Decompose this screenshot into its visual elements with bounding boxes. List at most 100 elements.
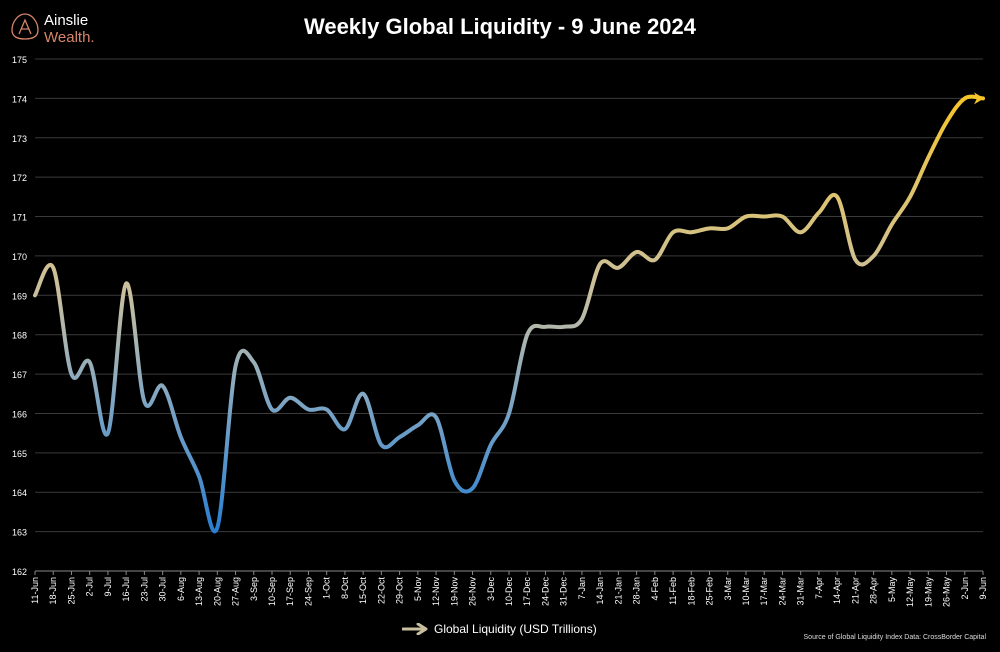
chart-title: Weekly Global Liquidity - 9 June 2024 <box>303 14 697 39</box>
data-point-17-Dec <box>525 333 529 337</box>
x-tick-label: 20-Aug <box>212 577 222 606</box>
x-tick-label: 31-Mar <box>796 577 806 606</box>
data-point-27-Aug <box>234 364 238 368</box>
data-point-16-Jul <box>124 281 128 285</box>
x-tick-label: 30-Jul <box>158 577 168 602</box>
x-tick-label: 9-Jun <box>978 577 988 600</box>
y-tick-label: 165 <box>12 449 27 459</box>
y-tick-label: 162 <box>12 567 27 577</box>
data-point-2-Jun <box>963 96 967 100</box>
y-tick-label: 170 <box>12 252 27 262</box>
x-tick-label: 16-Jul <box>121 577 131 602</box>
data-point-13-Aug <box>197 474 201 478</box>
x-tick-label: 4-Feb <box>650 577 660 601</box>
x-tick-label: 22-Oct <box>376 577 386 605</box>
x-tick-label: 12-Nov <box>431 577 441 607</box>
legend-arrow-icon <box>402 623 428 635</box>
x-tick-label: 11-Feb <box>668 577 678 605</box>
data-point-28-Jan <box>635 250 639 254</box>
x-tick-label: 31-Dec <box>559 577 569 607</box>
x-tick-label: 15-Oct <box>358 577 368 605</box>
y-tick-label: 172 <box>12 173 27 183</box>
x-tick-label: 25-Feb <box>705 577 715 606</box>
data-point-18-Jun <box>51 266 55 270</box>
data-point-26-Nov <box>471 486 475 490</box>
logo-a-icon <box>11 13 39 40</box>
data-point-11-Jun <box>33 293 37 297</box>
x-tick-label: 3-Sep <box>249 577 259 601</box>
x-tick-label: 13-Aug <box>194 577 204 606</box>
data-point-20-Aug <box>215 526 219 530</box>
data-point-3-Dec <box>489 443 493 447</box>
x-tick-label: 17-Dec <box>522 577 532 607</box>
y-tick-label: 164 <box>12 488 27 498</box>
x-tick-label: 12-May <box>905 577 915 608</box>
y-tick-label: 166 <box>12 409 27 419</box>
x-tick-label: 14-Jan <box>595 577 605 605</box>
source-note: Source of Global Liquidity Index Data: C… <box>803 634 986 641</box>
y-tick-label: 173 <box>12 134 27 144</box>
data-point-5-Nov <box>416 423 420 427</box>
x-tick-label: 18-Jun <box>48 577 58 605</box>
data-point-24-Mar <box>780 215 784 219</box>
data-point-7-Apr <box>817 211 821 215</box>
data-point-26-May <box>945 120 949 124</box>
data-point-5-May <box>890 222 894 226</box>
data-point-10-Mar <box>744 215 748 219</box>
x-tick-label: 7-Jan <box>577 577 587 600</box>
data-point-14-Apr <box>835 195 839 199</box>
x-tick-label: 24-Sep <box>303 577 313 606</box>
data-point-17-Mar <box>762 215 766 219</box>
data-point-25-Feb <box>708 226 712 230</box>
x-tick-label: 5-May <box>887 577 897 603</box>
x-tick-label: 29-Oct <box>395 577 405 605</box>
data-point-6-Aug <box>179 435 183 439</box>
data-point-12-Nov <box>434 415 438 419</box>
line-arrowhead <box>974 92 984 105</box>
data-point-7-Jan <box>580 317 584 321</box>
data-point-1-Oct <box>325 408 329 412</box>
x-tick-label: 11-Jun <box>30 577 40 604</box>
data-point-18-Feb <box>689 230 693 234</box>
data-point-24-Dec <box>543 325 547 329</box>
x-tick-label: 9-Jul <box>103 577 113 597</box>
logo-line1: Ainslie <box>44 12 89 29</box>
x-tick-label: 5-Nov <box>413 577 423 602</box>
x-tick-label: 17-Sep <box>285 577 295 606</box>
data-point-24-Sep <box>306 408 310 412</box>
data-point-15-Oct <box>361 392 365 396</box>
data-point-10-Sep <box>270 408 274 412</box>
x-tick-label: 10-Mar <box>741 577 751 606</box>
data-point-19-Nov <box>452 478 456 482</box>
x-tick-label: 28-Jan <box>632 577 642 605</box>
data-point-23-Jul <box>142 400 146 404</box>
x-tick-label: 18-Feb <box>686 577 696 606</box>
x-tick-label: 19-Nov <box>449 577 459 607</box>
data-point-29-Oct <box>398 435 402 439</box>
data-point-9-Jul <box>106 431 110 435</box>
x-tick-label: 21-Apr <box>850 577 860 604</box>
data-point-8-Oct <box>343 427 347 431</box>
data-point-25-Jun <box>69 372 73 376</box>
data-point-31-Mar <box>799 230 803 234</box>
x-tick-label: 28-Apr <box>869 577 879 604</box>
x-tick-label: 26-May <box>942 577 952 608</box>
x-tick-label: 19-May <box>923 577 933 608</box>
y-tick-label: 168 <box>12 331 27 341</box>
data-point-21-Jan <box>616 266 620 270</box>
data-point-10-Dec <box>507 411 511 415</box>
x-tick-label: 24-Dec <box>540 577 550 607</box>
series-line-global-liquidity <box>33 94 985 534</box>
x-tick-label: 6-Aug <box>176 577 186 601</box>
data-point-31-Dec <box>562 325 566 329</box>
x-tick-label: 26-Nov <box>468 577 478 607</box>
data-point-12-May <box>908 195 912 199</box>
x-tick-label: 27-Aug <box>231 577 241 606</box>
x-tick-label: 7-Apr <box>814 577 824 599</box>
y-tick-label: 171 <box>12 213 27 223</box>
x-tick-label: 14-Apr <box>832 577 842 604</box>
x-tick-label: 17-Mar <box>759 577 769 606</box>
data-point-14-Jan <box>598 262 602 266</box>
x-tick-label: 3-Mar <box>723 577 733 601</box>
